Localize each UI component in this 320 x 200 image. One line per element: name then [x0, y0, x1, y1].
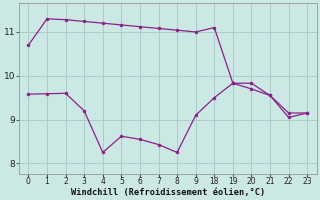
X-axis label: Windchill (Refroidissement éolien,°C): Windchill (Refroidissement éolien,°C)	[71, 188, 265, 197]
